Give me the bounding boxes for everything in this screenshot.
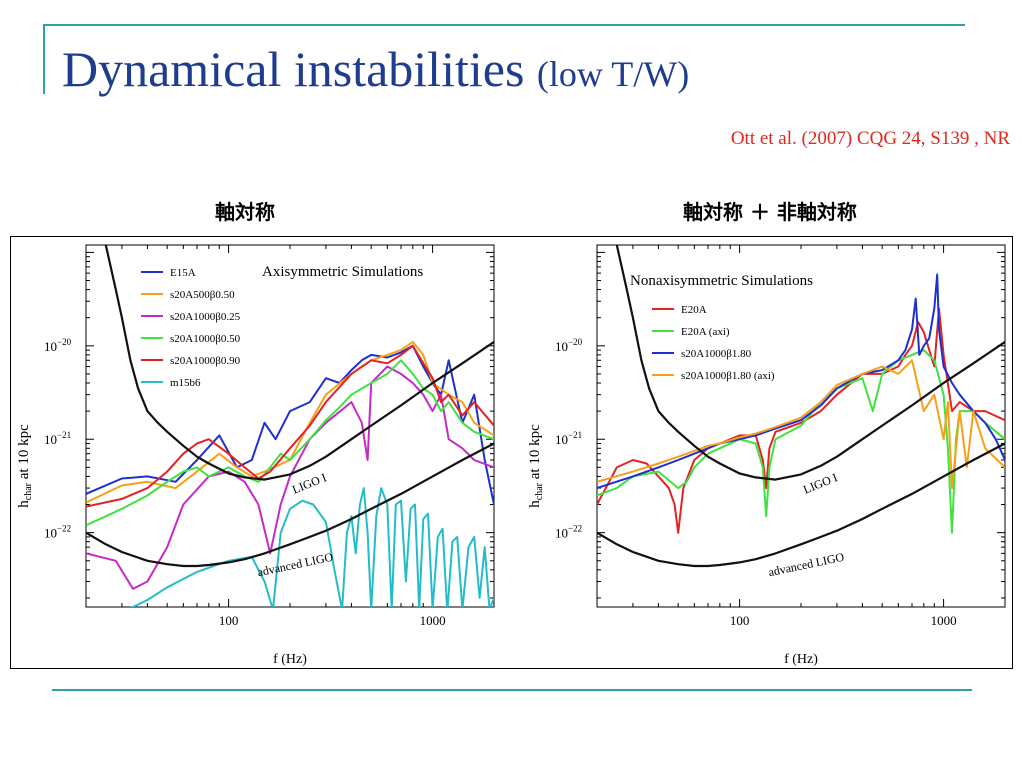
left-x-tick-label: 1000 <box>420 613 446 628</box>
left-series-ligo-i <box>104 245 494 481</box>
title-accent-line <box>43 26 45 94</box>
left-series-s20a1000-0-50 <box>86 359 494 527</box>
right-legend-label: s20A1000β1.80 (axi) <box>681 370 775 382</box>
left-legend-label: s20A500β0.50 <box>170 289 235 301</box>
left-series-s20a1000-0-90 <box>86 344 494 508</box>
right-series-group <box>597 245 1005 568</box>
right-series-e20a-axi <box>597 349 1005 534</box>
left-series-advanced-ligo <box>86 442 494 568</box>
right-legend-label: E20A (axi) <box>681 326 730 338</box>
right-panel-label: 軸対称 ＋ 非軸対称 <box>683 200 857 224</box>
left-series-group <box>86 245 494 607</box>
left-series-s20a500-0-50 <box>86 340 494 504</box>
left-chart-title: Axisymmetric Simulations <box>262 264 423 280</box>
left-y-tick-label: 10−21 <box>44 430 71 447</box>
right-x-tick-label: 1000 <box>931 613 957 628</box>
slide-title-main: Dynamical instabilities <box>62 41 525 97</box>
left-legend-label: s20A1000β0.25 <box>170 311 241 323</box>
left-series-m15b6 <box>130 487 494 607</box>
right-chart: 100 1000 10−22 10−21 10−20 f (Hz) hchar at 10 … <box>527 244 1006 667</box>
left-y-axis-label: hchar at 10 kpc <box>16 424 34 508</box>
left-x-tick-label: 100 <box>219 613 239 628</box>
right-curve-label: advanced LIGO <box>767 550 846 580</box>
left-chart: 100 1000 10−22 10−21 10−20 f (Hz) hchar at 10 … <box>16 244 495 667</box>
right-y-tick-label: 10−22 <box>555 524 582 541</box>
left-legend-label: E15A <box>170 267 196 279</box>
left-x-axis-label: f (Hz) <box>273 652 307 667</box>
left-panel-label: 軸対称 <box>215 200 275 224</box>
right-series-s20a1000-1-80 <box>597 273 1005 490</box>
right-x-axis-label: f (Hz) <box>784 652 818 667</box>
right-y-axis-label: hchar at 10 kpc <box>527 424 545 508</box>
right-series-ligo-i <box>615 245 1005 481</box>
left-curve-label: LIGO I <box>290 470 328 496</box>
right-legend-label: E20A <box>681 304 707 316</box>
left-y-tick-label: 10−22 <box>44 524 71 541</box>
right-chart-title: Nonaxisymmetric Simulations <box>630 273 813 289</box>
left-y-tick-label: 10−20 <box>44 337 72 354</box>
slide-title-subtitle: (low T/W) <box>536 54 690 94</box>
left-legend-label: s20A1000β0.50 <box>170 333 241 345</box>
left-legend-label: s20A1000β0.90 <box>170 355 241 367</box>
slide-title: Dynamical instabilities (low T/W) <box>62 40 689 98</box>
right-legend-label: s20A1000β1.80 <box>681 348 752 360</box>
figure-frame <box>10 236 1013 669</box>
right-x-tick-label: 100 <box>730 613 750 628</box>
left-curve-label: advanced LIGO <box>256 550 335 580</box>
right-curve-label: LIGO I <box>801 470 839 496</box>
top-divider-line <box>43 24 965 26</box>
right-y-tick-label: 10−21 <box>555 430 582 447</box>
left-series-e15a <box>86 344 494 505</box>
bottom-divider-line <box>52 689 972 691</box>
right-series-e20a <box>597 307 1005 534</box>
left-legend-label: m15b6 <box>170 377 201 389</box>
left-plot-frame <box>85 244 495 608</box>
left-series-s20a1000-0-25 <box>86 365 494 590</box>
citation-reference: Ott et al. (2007) CQG 24, S139 , NR <box>730 128 1010 149</box>
right-series-advanced-ligo <box>597 442 1005 568</box>
right-y-tick-label: 10−20 <box>555 337 583 354</box>
